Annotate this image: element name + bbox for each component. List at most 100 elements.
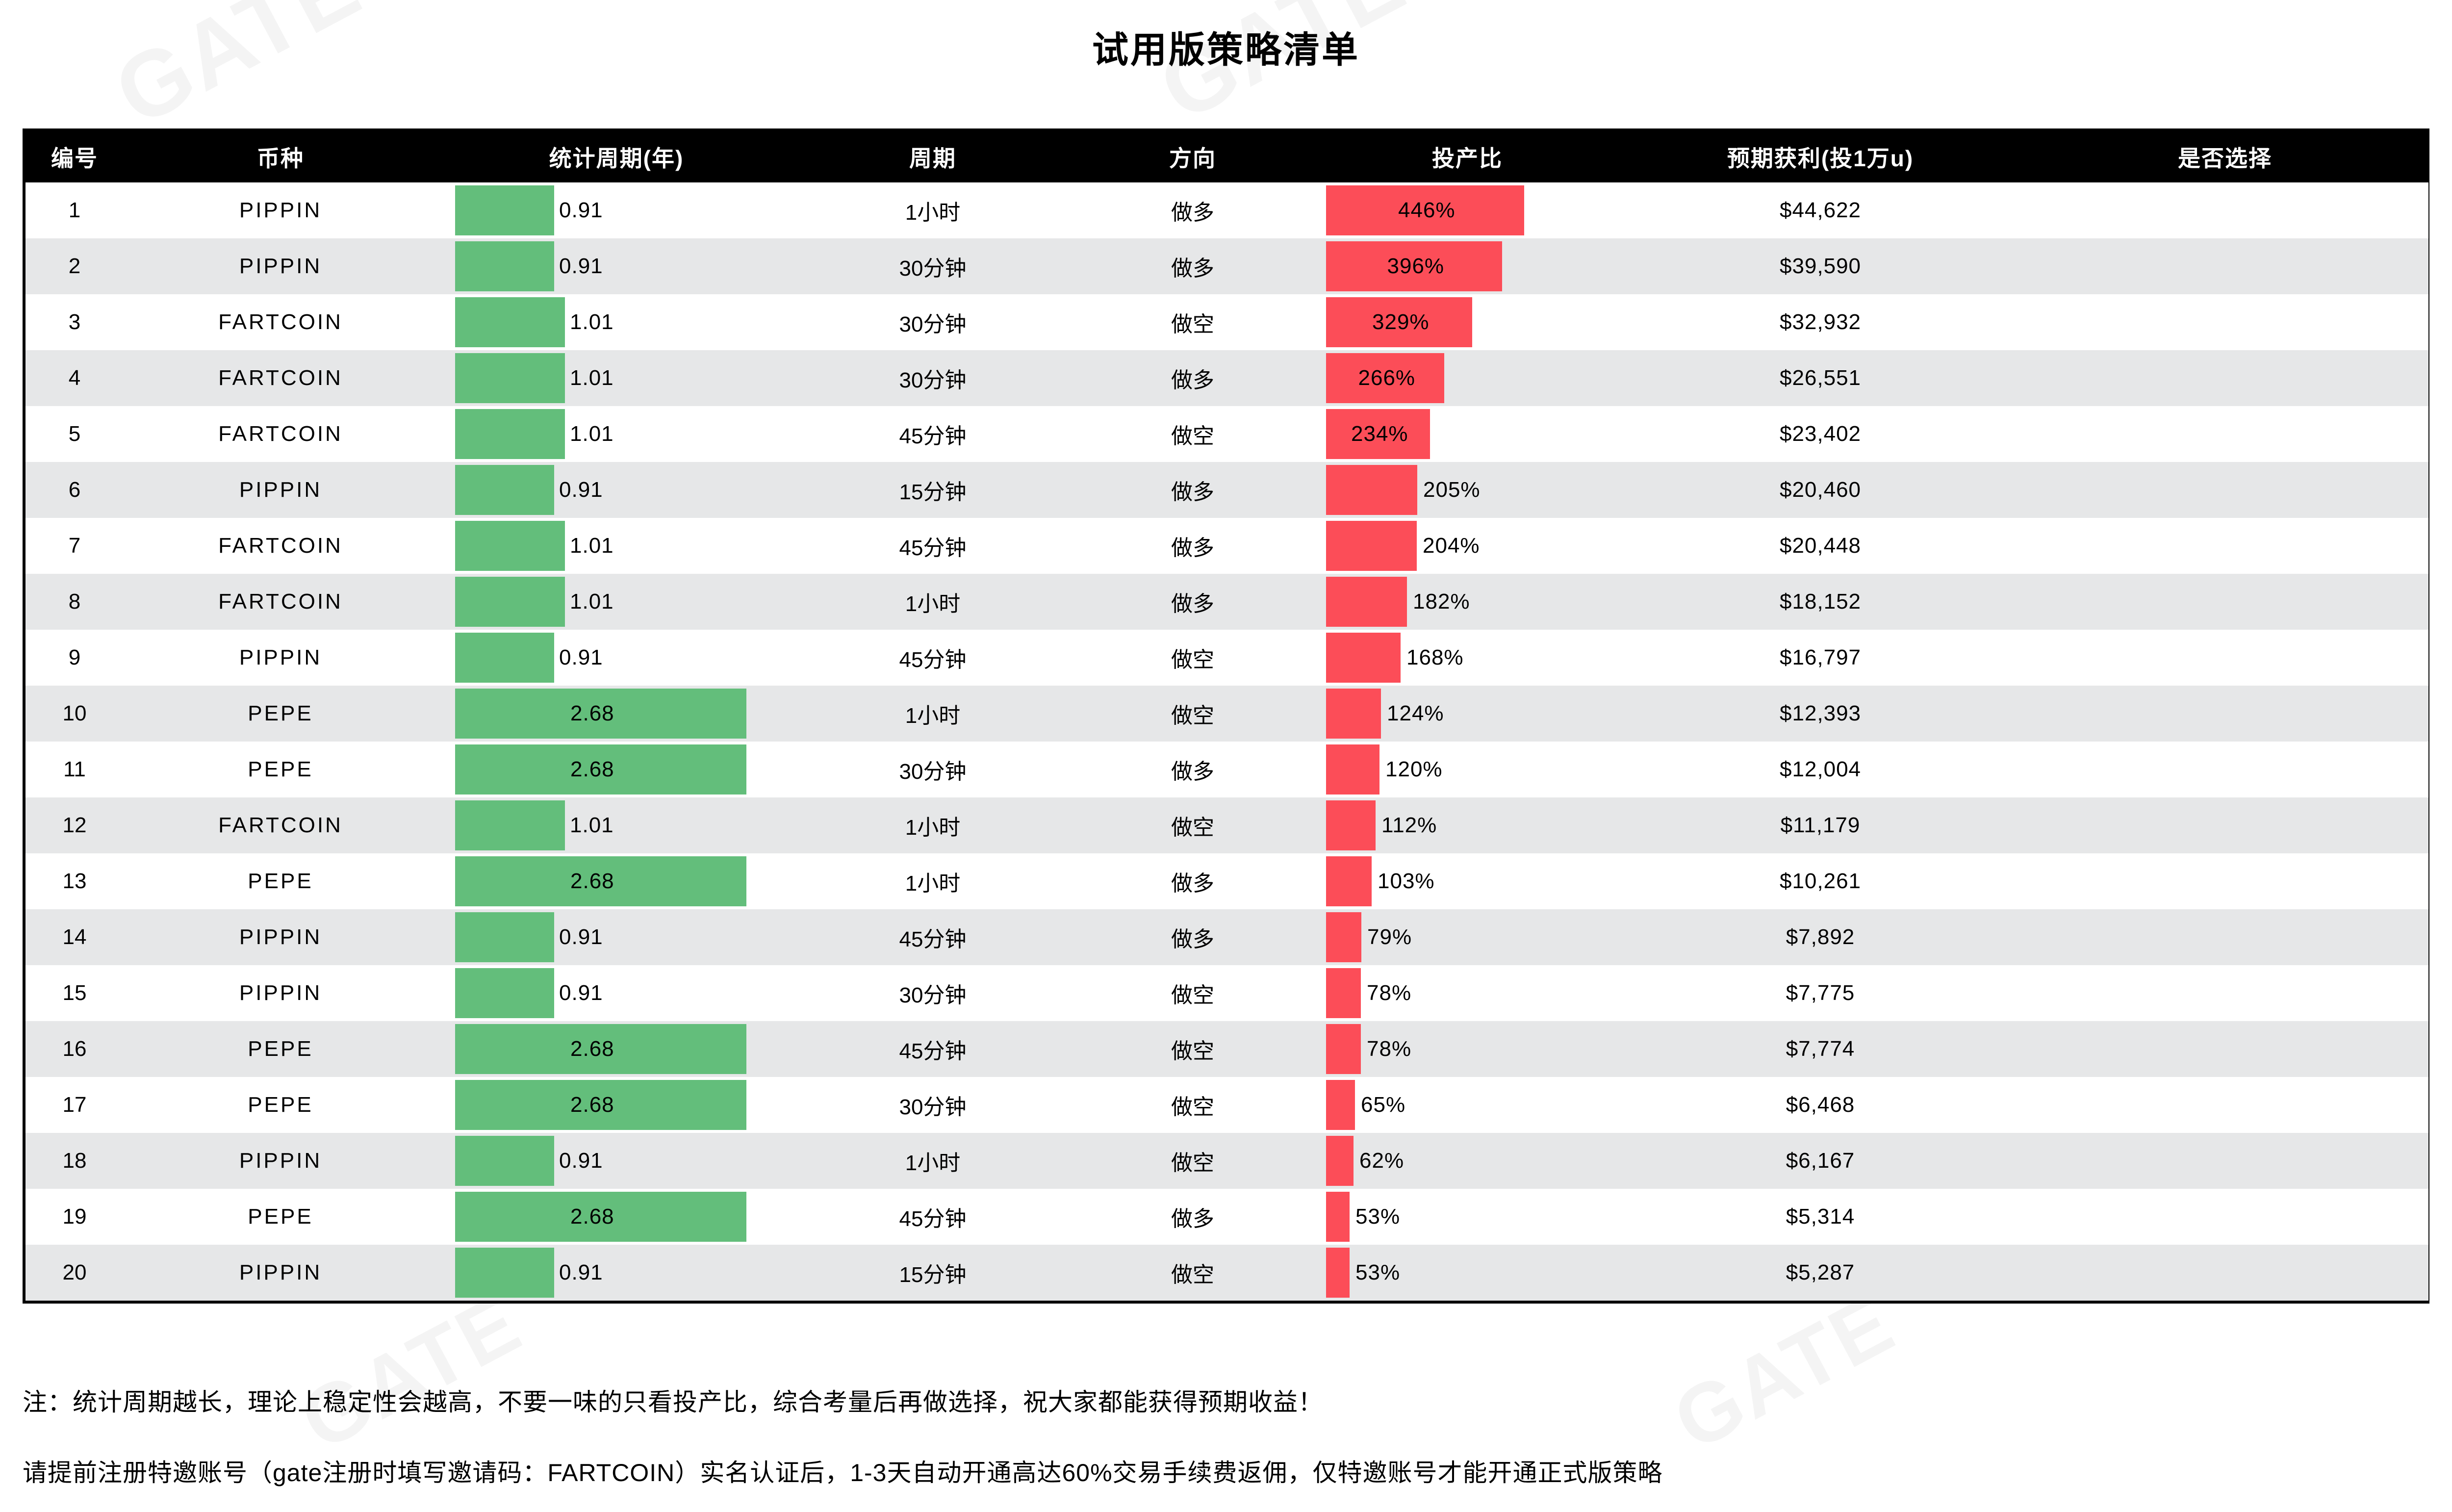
cell-expected-profit: $12,393 bbox=[1619, 686, 2021, 742]
coin-symbol: FARTCOIN bbox=[218, 366, 343, 390]
cell-selection[interactable] bbox=[2021, 1189, 2428, 1245]
coin-symbol: PEPE bbox=[248, 1093, 313, 1117]
cell-selection[interactable] bbox=[2021, 406, 2428, 462]
cell-direction: 做空 bbox=[1070, 965, 1315, 1021]
period-databar bbox=[455, 856, 746, 906]
cell-coin: PIPPIN bbox=[124, 238, 437, 294]
table-row[interactable]: 19 PEPE 2.68 45分钟 做多 53% $5,314 bbox=[26, 1189, 2428, 1245]
column-header-coin: 币种 bbox=[124, 131, 437, 182]
cell-selection[interactable] bbox=[2021, 182, 2428, 238]
table-row[interactable]: 17 PEPE 2.68 30分钟 做空 65% $6,468 bbox=[26, 1077, 2428, 1133]
cell-selection[interactable] bbox=[2021, 797, 2428, 853]
coin-symbol: FARTCOIN bbox=[218, 534, 343, 558]
cell-roi-ratio: 204% bbox=[1315, 518, 1619, 574]
timeframe-value: 1小时 bbox=[905, 592, 961, 616]
timeframe-value: 1小时 bbox=[905, 871, 961, 896]
cell-selection[interactable] bbox=[2021, 686, 2428, 742]
table-row[interactable]: 1 PIPPIN 0.91 1小时 做多 446% $44,622 bbox=[26, 182, 2428, 238]
table-row[interactable]: 9 PIPPIN 0.91 45分钟 做空 168% $16,797 bbox=[26, 630, 2428, 686]
cell-selection[interactable] bbox=[2021, 1245, 2428, 1301]
table-row[interactable]: 18 PIPPIN 0.91 1小时 做空 62% $6,167 bbox=[26, 1133, 2428, 1189]
direction-value: 做空 bbox=[1171, 1039, 1214, 1063]
direction-value: 做多 bbox=[1171, 536, 1214, 560]
cell-id: 11 bbox=[26, 742, 124, 797]
cell-selection[interactable] bbox=[2021, 630, 2428, 686]
table-row[interactable]: 13 PEPE 2.68 1小时 做多 103% $10,261 bbox=[26, 853, 2428, 909]
cell-selection[interactable] bbox=[2021, 350, 2428, 406]
cell-selection[interactable] bbox=[2021, 1077, 2428, 1133]
roi-value: 62% bbox=[1359, 1149, 1405, 1173]
column-header-timeframe: 周期 bbox=[795, 131, 1070, 182]
cell-selection[interactable] bbox=[2021, 853, 2428, 909]
cell-expected-profit: $7,774 bbox=[1619, 1021, 2021, 1077]
profit-value: $6,468 bbox=[1786, 1093, 1855, 1117]
period-databar bbox=[455, 1248, 554, 1298]
table-row[interactable]: 5 FARTCOIN 1.01 45分钟 做空 234% $23,402 bbox=[26, 406, 2428, 462]
profit-value: $16,797 bbox=[1779, 645, 1862, 669]
cell-coin: FARTCOIN bbox=[124, 350, 437, 406]
table-row[interactable]: 8 FARTCOIN 1.01 1小时 做多 182% $18,152 bbox=[26, 574, 2428, 630]
cell-expected-profit: $39,590 bbox=[1619, 238, 2021, 294]
cell-id: 9 bbox=[26, 630, 124, 686]
period-databar bbox=[455, 1024, 746, 1074]
cell-timeframe: 1小时 bbox=[795, 853, 1070, 909]
coin-symbol: PIPPIN bbox=[239, 478, 322, 502]
cell-id: 20 bbox=[26, 1245, 124, 1301]
timeframe-value: 45分钟 bbox=[899, 1039, 967, 1063]
cell-roi-ratio: 120% bbox=[1315, 742, 1619, 797]
roi-value: 182% bbox=[1413, 589, 1470, 614]
roi-databar bbox=[1326, 185, 1524, 235]
cell-expected-profit: $10,261 bbox=[1619, 853, 2021, 909]
cell-selection[interactable] bbox=[2021, 965, 2428, 1021]
cell-selection[interactable] bbox=[2021, 238, 2428, 294]
table-row[interactable]: 7 FARTCOIN 1.01 45分钟 做多 204% $20,448 bbox=[26, 518, 2428, 574]
table-row[interactable]: 2 PIPPIN 0.91 30分钟 做多 396% $39,590 bbox=[26, 238, 2428, 294]
table-row[interactable]: 10 PEPE 2.68 1小时 做空 124% $12,393 bbox=[26, 686, 2428, 742]
cell-expected-profit: $11,179 bbox=[1619, 797, 2021, 853]
cell-selection[interactable] bbox=[2021, 294, 2428, 350]
cell-selection[interactable] bbox=[2021, 1133, 2428, 1189]
roi-databar bbox=[1326, 1024, 1361, 1074]
cell-id: 16 bbox=[26, 1021, 124, 1077]
table-row[interactable]: 12 FARTCOIN 1.01 1小时 做空 112% $11,179 bbox=[26, 797, 2428, 853]
table-row[interactable]: 4 FARTCOIN 1.01 30分钟 做多 266% $26,551 bbox=[26, 350, 2428, 406]
table-row[interactable]: 20 PIPPIN 0.91 15分钟 做空 53% $5,287 bbox=[26, 1245, 2428, 1301]
cell-selection[interactable] bbox=[2021, 462, 2428, 518]
direction-value: 做多 bbox=[1171, 927, 1214, 951]
cell-timeframe: 45分钟 bbox=[795, 518, 1070, 574]
roi-databar bbox=[1326, 1192, 1350, 1242]
cell-direction: 做多 bbox=[1070, 350, 1315, 406]
cell-id: 5 bbox=[26, 406, 124, 462]
table-row[interactable]: 11 PEPE 2.68 30分钟 做多 120% $12,004 bbox=[26, 742, 2428, 797]
cell-selection[interactable] bbox=[2021, 518, 2428, 574]
cell-selection[interactable] bbox=[2021, 909, 2428, 965]
cell-roi-ratio: 103% bbox=[1315, 853, 1619, 909]
table-row[interactable]: 14 PIPPIN 0.91 45分钟 做多 79% $7,892 bbox=[26, 909, 2428, 965]
cell-selection[interactable] bbox=[2021, 742, 2428, 797]
row-index: 11 bbox=[63, 757, 86, 781]
cell-direction: 做空 bbox=[1070, 1021, 1315, 1077]
cell-selection[interactable] bbox=[2021, 1021, 2428, 1077]
period-databar bbox=[455, 744, 746, 794]
row-index: 13 bbox=[62, 869, 87, 893]
period-value: 2.68 bbox=[570, 869, 614, 893]
table-row[interactable]: 3 FARTCOIN 1.01 30分钟 做空 329% $32,932 bbox=[26, 294, 2428, 350]
table-row[interactable]: 15 PIPPIN 0.91 30分钟 做空 78% $7,775 bbox=[26, 965, 2428, 1021]
coin-symbol: PIPPIN bbox=[239, 1149, 322, 1173]
cell-statistic-period: 0.91 bbox=[437, 182, 795, 238]
cell-expected-profit: $6,468 bbox=[1619, 1077, 2021, 1133]
cell-selection[interactable] bbox=[2021, 574, 2428, 630]
coin-symbol: PIPPIN bbox=[239, 981, 322, 1005]
table-row[interactable]: 16 PEPE 2.68 45分钟 做空 78% $7,774 bbox=[26, 1021, 2428, 1077]
cell-statistic-period: 2.68 bbox=[437, 1189, 795, 1245]
row-index: 18 bbox=[62, 1149, 87, 1173]
cell-statistic-period: 1.01 bbox=[437, 518, 795, 574]
cell-roi-ratio: 234% bbox=[1315, 406, 1619, 462]
cell-id: 1 bbox=[26, 182, 124, 238]
cell-statistic-period: 2.68 bbox=[437, 686, 795, 742]
note-stability: 注：统计周期越长，理论上稳定性会越高，不要一味的只看投产比，综合考量后再做选择，… bbox=[23, 1388, 1323, 1416]
page-title: 试用版策略清单 bbox=[1092, 29, 1360, 70]
watermark-text: GATE bbox=[1659, 1275, 1910, 1469]
row-index: 17 bbox=[62, 1093, 87, 1117]
table-row[interactable]: 6 PIPPIN 0.91 15分钟 做多 205% $20,460 bbox=[26, 462, 2428, 518]
